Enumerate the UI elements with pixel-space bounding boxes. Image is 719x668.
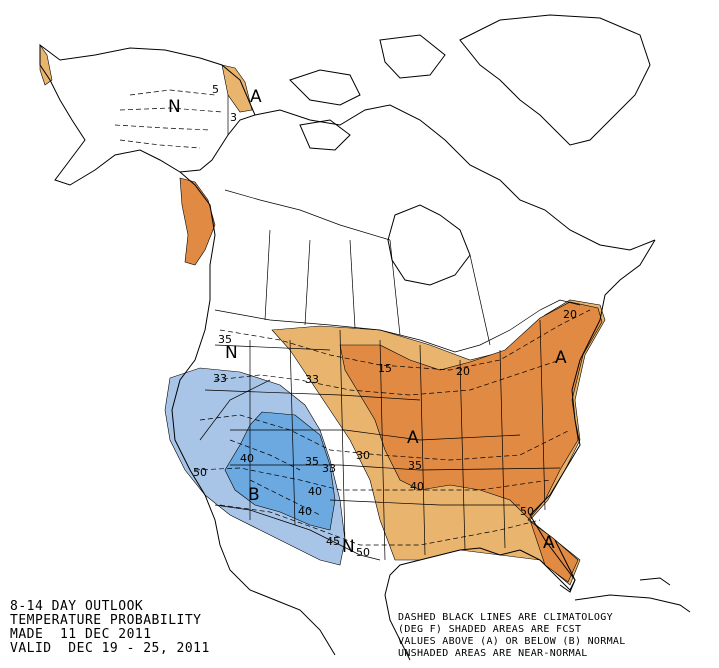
- title-line: TEMPERATURE PROBABILITY: [10, 613, 202, 628]
- contour-label: 30: [356, 449, 370, 462]
- title-line: MADE 11 DEC 2011: [10, 627, 152, 642]
- contour-label: 40: [410, 480, 424, 493]
- legend-line: UNSHADED AREAS ARE NEAR-NORMAL: [398, 648, 588, 659]
- climatology-contours: [114, 89, 591, 546]
- alaska-above-label: A: [250, 87, 262, 107]
- contour-label: 33: [213, 372, 227, 385]
- southeast-above-label: A: [543, 533, 555, 553]
- legend-line: DASHED BLACK LINES ARE CLIMATOLOGY: [398, 612, 613, 623]
- contour-label: 45: [326, 535, 340, 548]
- political-borders: [199, 95, 581, 561]
- legend-line: (DEG F) SHADED AREAS ARE FCST: [398, 624, 582, 635]
- south-normal-label: N: [342, 537, 355, 557]
- southwest-below-label: B: [248, 485, 260, 505]
- legend-block: DASHED BLACK LINES ARE CLIMATOLOGY (DEG F…: [398, 612, 626, 660]
- outlook-title-block: 8-14 DAY OUTLOOK TEMPERATURE PROBABILITY M…: [10, 600, 210, 656]
- contour-label: 33: [305, 373, 319, 386]
- coastlines: [39, 14, 691, 661]
- contour-label: 5: [212, 83, 219, 96]
- contour-label: 35: [305, 455, 319, 468]
- contour-label: 35: [408, 459, 422, 472]
- west-normal-label: N: [225, 343, 238, 363]
- contour-label: 50: [520, 505, 534, 518]
- alaska-normal-label: N: [168, 97, 181, 117]
- alaska-west-above-area: [39, 44, 53, 86]
- contour-label: 40: [240, 452, 254, 465]
- legend-line: VALUES ABOVE (A) OR BELOW (B) NORMAL: [398, 636, 626, 647]
- contour-label: 33: [322, 462, 336, 475]
- alaska-above-area: [221, 64, 253, 113]
- contour-label: 35: [218, 333, 232, 346]
- above-normal-area-dark: [339, 301, 603, 583]
- title-line: 8-14 DAY OUTLOOK: [10, 599, 144, 614]
- title-line: VALID DEC 19 - 25, 2011: [10, 641, 210, 656]
- contour-label: 20: [456, 365, 470, 378]
- contour-label: 40: [308, 485, 322, 498]
- contour-label: 15: [378, 362, 392, 375]
- contour-label: 50: [193, 466, 207, 479]
- central-above-label: A: [407, 428, 419, 448]
- contour-label: 40: [298, 505, 312, 518]
- northeast-above-label: A: [555, 348, 567, 368]
- bc-coast-above-area: [179, 177, 216, 266]
- contour-label: 50: [356, 546, 370, 559]
- contour-label: 20: [563, 308, 577, 321]
- contour-label: 3: [230, 111, 237, 124]
